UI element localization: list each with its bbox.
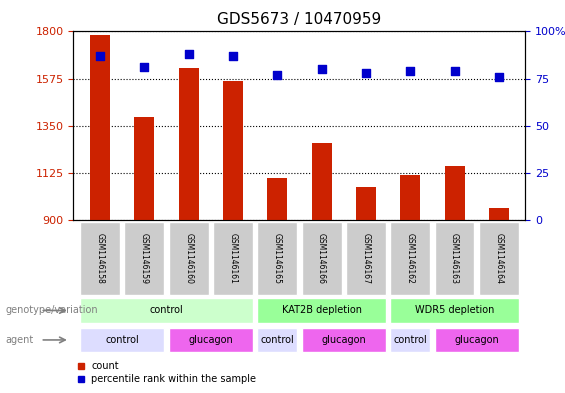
- FancyBboxPatch shape: [346, 222, 386, 295]
- Point: [95, 53, 105, 59]
- Text: GSM1146162: GSM1146162: [406, 233, 415, 284]
- FancyBboxPatch shape: [390, 328, 430, 352]
- Title: GDS5673 / 10470959: GDS5673 / 10470959: [218, 13, 381, 28]
- Point: [317, 66, 326, 72]
- FancyBboxPatch shape: [479, 222, 519, 295]
- Point: [406, 68, 415, 74]
- FancyBboxPatch shape: [434, 328, 519, 352]
- Text: glucagon: glucagon: [454, 335, 499, 345]
- Text: GSM1146163: GSM1146163: [450, 233, 459, 284]
- Point: [273, 72, 282, 78]
- Bar: [400, 175, 420, 220]
- FancyBboxPatch shape: [80, 298, 253, 323]
- Text: GSM1146159: GSM1146159: [140, 233, 149, 284]
- Text: GSM1146158: GSM1146158: [95, 233, 105, 284]
- Bar: [223, 81, 243, 220]
- FancyBboxPatch shape: [257, 298, 386, 323]
- FancyBboxPatch shape: [390, 298, 519, 323]
- FancyBboxPatch shape: [302, 328, 386, 352]
- Point: [184, 51, 193, 57]
- Text: WDR5 depletion: WDR5 depletion: [415, 305, 494, 316]
- Text: GSM1146161: GSM1146161: [228, 233, 237, 284]
- FancyBboxPatch shape: [169, 222, 208, 295]
- Text: genotype/variation: genotype/variation: [6, 305, 98, 316]
- Text: GSM1146166: GSM1146166: [317, 233, 326, 284]
- FancyBboxPatch shape: [80, 222, 120, 295]
- Text: control: control: [393, 335, 427, 345]
- Text: KAT2B depletion: KAT2B depletion: [281, 305, 362, 316]
- Bar: [90, 35, 110, 220]
- Text: control: control: [105, 335, 139, 345]
- Legend: count, percentile rank within the sample: count, percentile rank within the sample: [73, 358, 260, 388]
- Text: control: control: [260, 335, 294, 345]
- Bar: [356, 187, 376, 220]
- Bar: [312, 143, 332, 220]
- Point: [494, 73, 503, 80]
- FancyBboxPatch shape: [80, 328, 164, 352]
- Point: [362, 70, 371, 76]
- Bar: [267, 178, 287, 220]
- Text: glucagon: glucagon: [321, 335, 366, 345]
- Text: agent: agent: [6, 335, 34, 345]
- Text: glucagon: glucagon: [189, 335, 233, 345]
- FancyBboxPatch shape: [124, 222, 164, 295]
- Bar: [445, 165, 464, 220]
- Text: control: control: [150, 305, 184, 316]
- FancyBboxPatch shape: [257, 328, 297, 352]
- Point: [228, 53, 237, 59]
- FancyBboxPatch shape: [213, 222, 253, 295]
- Bar: [179, 68, 199, 220]
- FancyBboxPatch shape: [434, 222, 475, 295]
- Text: GSM1146160: GSM1146160: [184, 233, 193, 284]
- FancyBboxPatch shape: [390, 222, 430, 295]
- FancyBboxPatch shape: [257, 222, 297, 295]
- Text: GSM1146167: GSM1146167: [362, 233, 371, 284]
- FancyBboxPatch shape: [169, 328, 253, 352]
- Bar: [489, 208, 509, 220]
- Bar: [134, 118, 154, 220]
- Point: [450, 68, 459, 74]
- Text: GSM1146165: GSM1146165: [273, 233, 282, 284]
- FancyBboxPatch shape: [302, 222, 342, 295]
- Point: [140, 64, 149, 70]
- Text: GSM1146164: GSM1146164: [494, 233, 503, 284]
